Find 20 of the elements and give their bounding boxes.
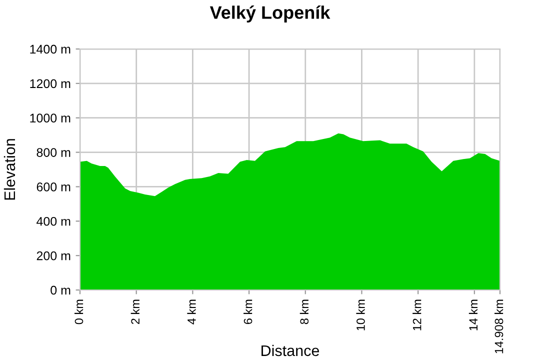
y-tick-label: 400 m (36, 216, 70, 226)
y-tick-label: 600 m (36, 182, 70, 192)
chart-title: Velký Lopeník (210, 6, 330, 22)
x-tick-label: 6 km (244, 300, 252, 324)
y-tick-label: 200 m (36, 251, 70, 260)
x-tick-label: 0 km (74, 300, 84, 324)
x-tick-label: 12 km (412, 300, 422, 330)
x-axis-title: Distance (262, 344, 320, 356)
x-tick-label: 2 km (130, 300, 140, 324)
y-tick-label: 0 m (50, 286, 70, 295)
y-axis-title: Elevation (4, 139, 16, 200)
x-tick-label: 8 km (300, 300, 309, 324)
x-tick-label: 14.908 km (494, 300, 504, 354)
y-tick-label: 1000 m (30, 114, 70, 123)
y-tick-label: 800 m (36, 148, 70, 157)
x-tick-label: 10 km (356, 300, 365, 330)
y-tick-label: 1400 m (30, 44, 70, 54)
x-tick-label: 14 km (468, 300, 478, 330)
x-tick-label: 4 km (187, 300, 196, 324)
y-tick-label: 1200 m (30, 79, 70, 88)
